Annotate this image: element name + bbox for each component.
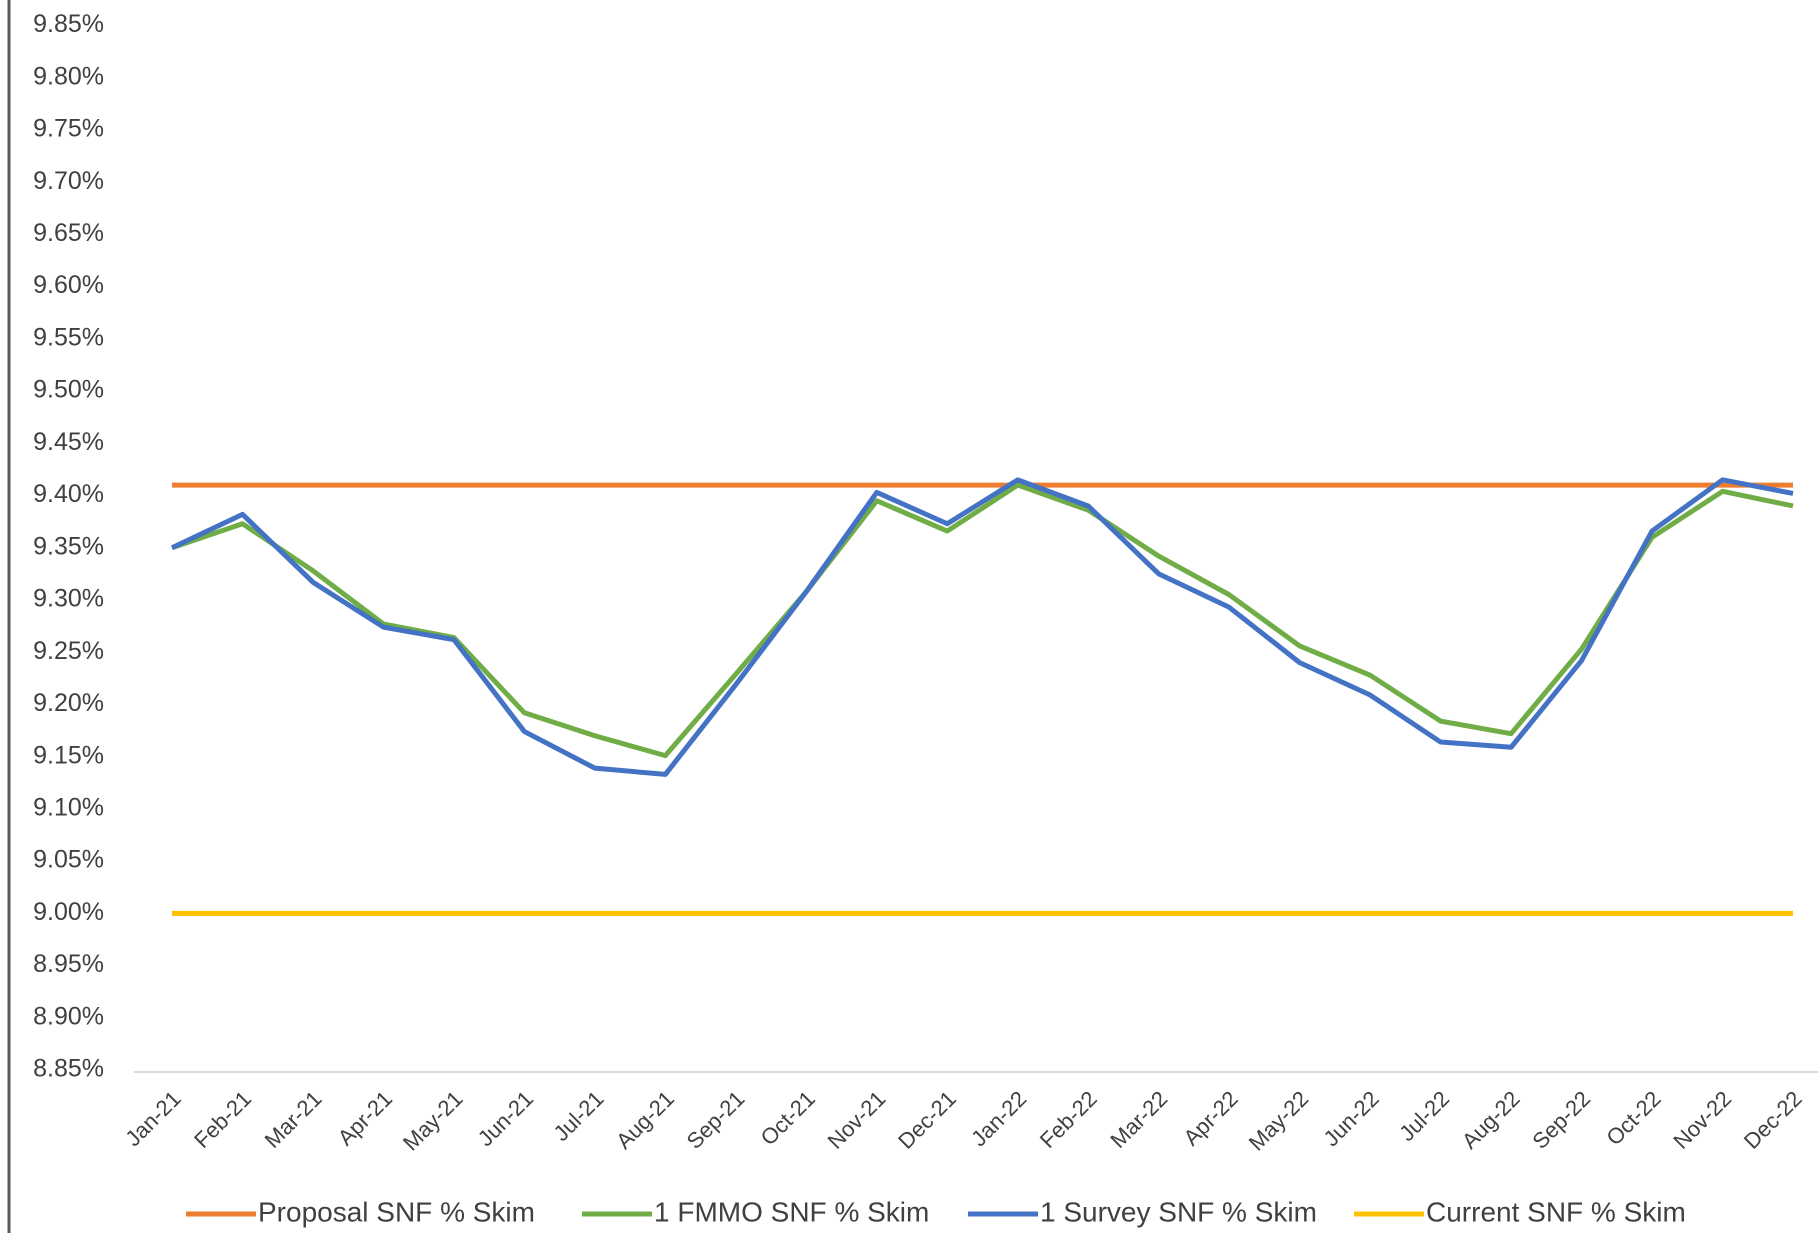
y-tick-label: 9.15% xyxy=(33,741,104,769)
x-tick-label: Jun-21 xyxy=(473,1086,538,1151)
x-tick-label: Mar-22 xyxy=(1105,1086,1172,1153)
x-tick-label: Sep-22 xyxy=(1527,1086,1595,1154)
y-tick-label: 9.30% xyxy=(33,585,104,613)
x-tick-label: Dec-21 xyxy=(893,1086,961,1154)
x-tick-label: Aug-22 xyxy=(1457,1086,1525,1154)
legend-label: Current SNF % Skim xyxy=(1426,1196,1686,1227)
legend-label: Proposal SNF % Skim xyxy=(258,1196,535,1227)
x-tick-label: Jul-22 xyxy=(1394,1086,1454,1146)
x-tick-label: Dec-22 xyxy=(1739,1086,1807,1154)
y-tick-label: 9.00% xyxy=(33,898,104,926)
series-line xyxy=(170,477,1794,777)
x-tick-label: Oct-22 xyxy=(1601,1086,1665,1150)
x-tick-label: Nov-22 xyxy=(1668,1086,1736,1154)
y-tick-label: 9.80% xyxy=(33,62,104,90)
y-tick-label: 8.95% xyxy=(33,950,104,978)
y-tick-label: 9.10% xyxy=(33,793,104,821)
x-tick-label: Mar-21 xyxy=(260,1086,327,1153)
x-tick-label: Oct-21 xyxy=(756,1086,820,1150)
x-tick-label: Jul-21 xyxy=(548,1086,608,1146)
x-tick-label: Jan-21 xyxy=(120,1086,185,1151)
y-tick-label: 8.85% xyxy=(33,1055,104,1083)
x-tick-label: Sep-21 xyxy=(682,1086,750,1154)
y-tick-label: 9.65% xyxy=(33,219,104,247)
x-tick-label: Apr-22 xyxy=(1178,1086,1242,1150)
x-tick-label: Feb-22 xyxy=(1035,1086,1102,1153)
x-tick-label: Apr-21 xyxy=(333,1086,397,1150)
x-tick-label: Jan-22 xyxy=(966,1086,1031,1151)
y-tick-label: 9.75% xyxy=(33,115,104,143)
x-tick-label: Feb-21 xyxy=(189,1086,256,1153)
y-tick-label: 9.40% xyxy=(33,480,104,508)
y-tick-label: 9.85% xyxy=(33,10,104,38)
y-tick-label: 9.55% xyxy=(33,323,104,351)
legend-label: 1 Survey SNF % Skim xyxy=(1040,1196,1317,1227)
y-tick-label: 9.60% xyxy=(33,271,104,299)
series-line xyxy=(171,482,1794,759)
y-tick-label: 9.05% xyxy=(33,846,104,874)
x-tick-label: Nov-21 xyxy=(823,1086,891,1154)
y-tick-label: 9.70% xyxy=(33,167,104,195)
y-tick-label: 9.45% xyxy=(33,428,104,456)
x-tick-label: Jun-22 xyxy=(1319,1086,1384,1151)
x-tick-label: May-22 xyxy=(1244,1086,1314,1156)
y-tick-label: 9.20% xyxy=(33,689,104,717)
y-tick-label: 8.90% xyxy=(33,1002,104,1030)
y-tick-label: 9.25% xyxy=(33,637,104,665)
x-tick-label: Aug-21 xyxy=(611,1086,679,1154)
y-tick-label: 9.35% xyxy=(33,532,104,560)
y-tick-label: 9.50% xyxy=(33,376,104,404)
legend-label: 1 FMMO SNF % Skim xyxy=(654,1196,929,1227)
x-tick-label: May-21 xyxy=(398,1086,468,1156)
